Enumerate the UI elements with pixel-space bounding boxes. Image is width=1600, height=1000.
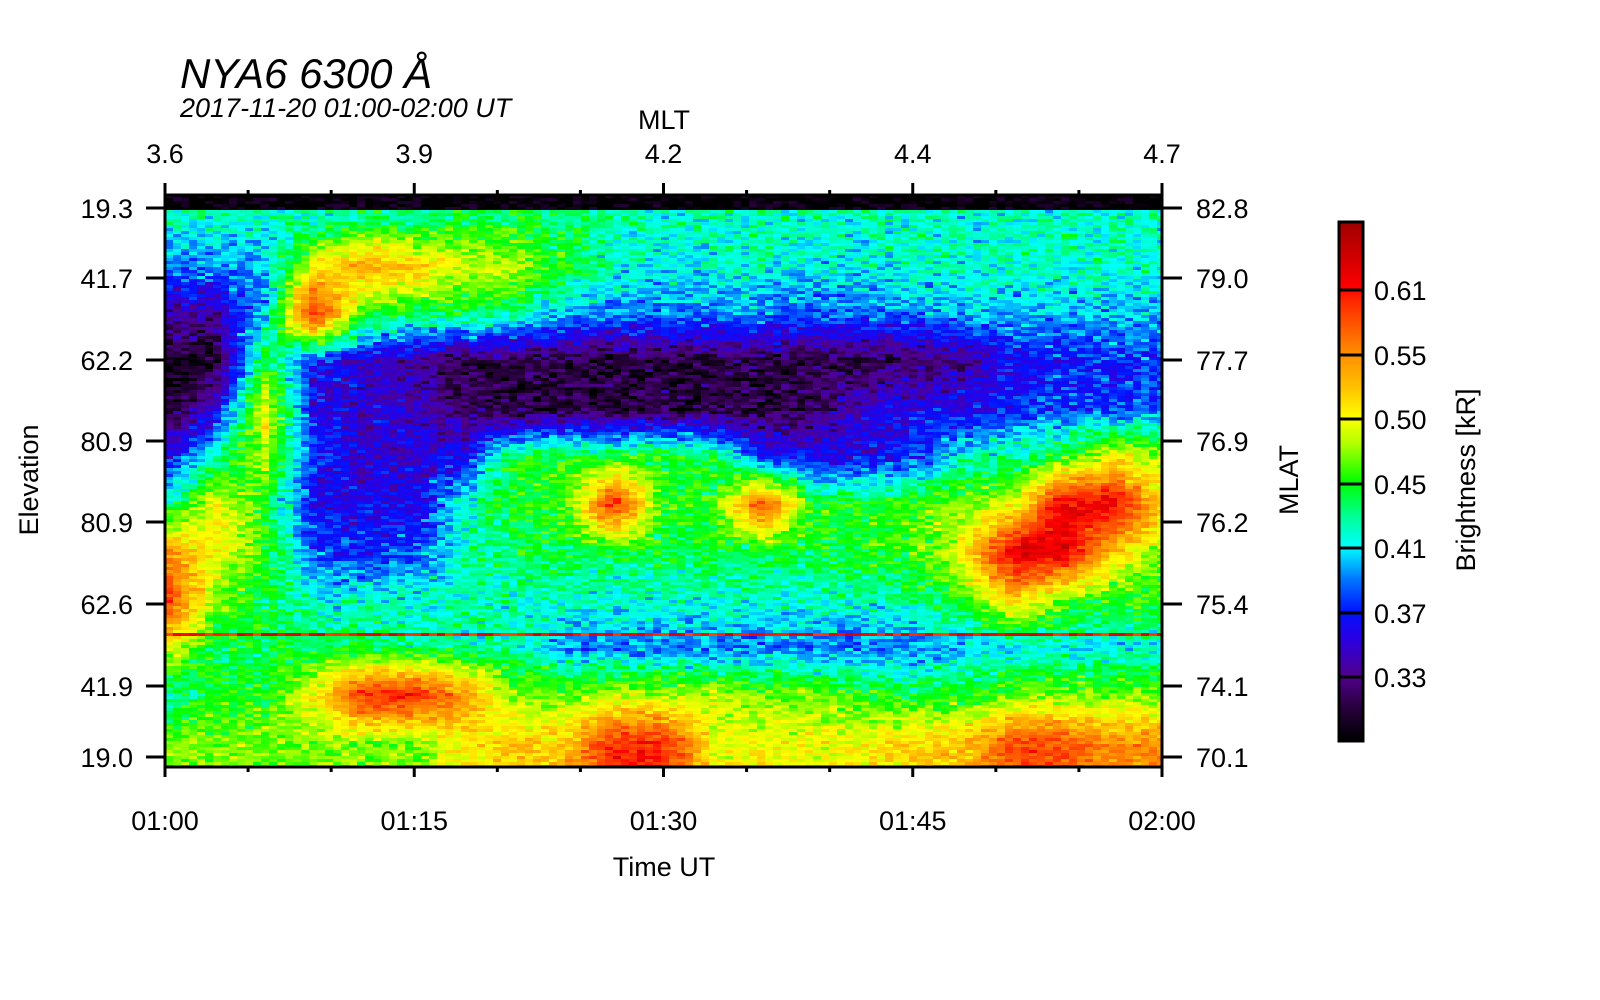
colorbar-tick-label: 0.33 <box>1374 663 1427 693</box>
colorbar-tick-label: 0.55 <box>1374 341 1427 371</box>
colorbar-tick-label: 0.61 <box>1374 276 1427 306</box>
left-tick-label: 41.9 <box>80 672 133 702</box>
colorbar-tick-label: 0.45 <box>1374 470 1427 500</box>
right-tick-label: 76.9 <box>1196 427 1249 457</box>
left-tick-label: 62.6 <box>80 590 133 620</box>
chart-title: NYA6 6300 Å <box>180 50 432 97</box>
right-tick-label: 74.1 <box>1196 672 1249 702</box>
x-axis-label: Time UT <box>613 852 716 882</box>
left-tick-label: 62.2 <box>80 346 133 376</box>
right-tick-label: 70.1 <box>1196 743 1249 773</box>
colorbar-tick-label: 0.41 <box>1374 534 1427 564</box>
x-tick-label: 02:00 <box>1128 806 1196 836</box>
x-tick-label: 01:45 <box>879 806 947 836</box>
chart-subtitle: 2017-11-20 01:00-02:00 UT <box>179 93 514 123</box>
right-tick-label: 75.4 <box>1196 590 1249 620</box>
y-axis-label: Elevation <box>14 424 44 535</box>
keogram-heatmap <box>165 195 1162 767</box>
colorbar <box>1340 223 1362 740</box>
plot-frame <box>163 193 1164 769</box>
colorbar-tick-label: 0.37 <box>1374 599 1427 629</box>
right-tick-label: 79.0 <box>1196 264 1249 294</box>
right-tick-label: 82.8 <box>1196 194 1249 224</box>
x-tick-label: 01:30 <box>630 806 698 836</box>
left-tick-label: 80.9 <box>80 427 133 457</box>
top-tick-label: 3.6 <box>146 139 184 169</box>
right-tick-label: 76.2 <box>1196 508 1249 538</box>
left-tick-label: 19.0 <box>80 743 133 773</box>
x-tick-label: 01:00 <box>131 806 199 836</box>
top-tick-label: 4.2 <box>645 139 683 169</box>
top-tick-label: 4.4 <box>894 139 932 169</box>
top-tick-label: 3.9 <box>395 139 433 169</box>
x-tick-label: 01:15 <box>380 806 448 836</box>
right-axis-label: MLAT <box>1274 445 1304 515</box>
left-tick-label: 41.7 <box>80 264 133 294</box>
colorbar-frame <box>1337 220 1365 743</box>
left-tick-label: 80.9 <box>80 508 133 538</box>
top-tick-label: 4.7 <box>1143 139 1181 169</box>
top-axis-label: MLT <box>638 105 690 135</box>
colorbar-tick-label: 0.50 <box>1374 405 1427 435</box>
right-tick-label: 77.7 <box>1196 346 1249 376</box>
colorbar-label: Brightness [kR] <box>1451 388 1481 571</box>
left-tick-label: 19.3 <box>80 194 133 224</box>
